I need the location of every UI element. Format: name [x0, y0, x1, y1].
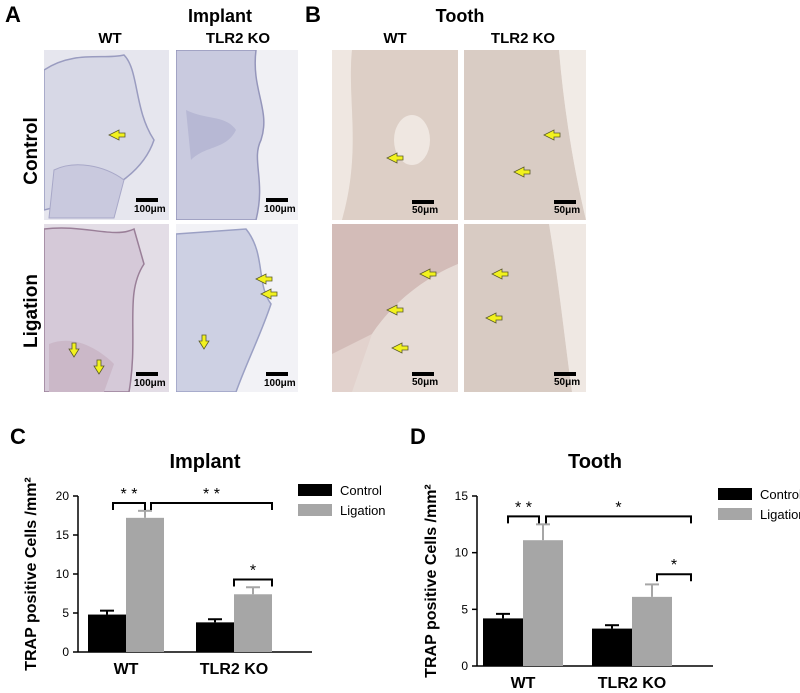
arrow-icon	[68, 342, 80, 358]
row-label-ligation: Ligation	[21, 274, 42, 348]
y-axis-label: TRAP positive Cells /mm²	[23, 477, 40, 671]
chart-title: Implant	[169, 451, 240, 473]
scale-label: 100μm	[134, 204, 166, 215]
significance-marker: * *	[121, 486, 138, 503]
scale-bar	[266, 372, 288, 376]
bar	[126, 517, 164, 652]
micrograph-implant-ko-control: 100μm	[176, 50, 298, 220]
panel-letter-b: B	[305, 2, 321, 27]
significance-bracket	[112, 502, 146, 511]
scale-label: 100μm	[264, 204, 296, 215]
x-tick-label: TLR2 KO	[200, 661, 268, 678]
row-label-control: Control	[21, 117, 42, 185]
y-tick-label: 10	[56, 567, 70, 581]
arrow-icon	[419, 268, 437, 280]
arrow-icon	[391, 342, 409, 354]
arrow-icon	[485, 312, 503, 324]
significance-bracket	[656, 573, 692, 582]
legend-swatch	[718, 508, 752, 520]
legend-swatch	[718, 488, 752, 500]
scale-bar	[136, 372, 158, 376]
bar	[632, 596, 672, 666]
scale-label: 100μm	[134, 378, 166, 389]
scale-bar	[554, 372, 576, 376]
legend-swatch	[298, 484, 332, 496]
significance-bracket	[507, 515, 540, 524]
panel-a-col-wt: WT	[98, 30, 122, 47]
arrow-icon	[108, 129, 126, 141]
bar	[234, 594, 272, 652]
panel-a-col-ko: TLR2 KO	[205, 30, 271, 47]
panel-b-col-ko: TLR2 KO	[490, 30, 556, 47]
micrograph-implant-wt-ligation: 100μm	[44, 224, 169, 392]
arrow-icon	[386, 304, 404, 316]
scale-bar	[554, 200, 576, 204]
micrograph-tooth-ko-control: 50μm	[464, 50, 586, 220]
significance-marker: *	[615, 499, 621, 516]
y-tick-label: 0	[461, 659, 468, 673]
panel-letter-a: A	[5, 2, 21, 27]
x-tick-label: TLR2 KO	[598, 675, 666, 692]
significance-marker: *	[250, 562, 256, 579]
y-tick-label: 20	[56, 489, 70, 503]
micrograph-implant-ko-ligation: 100μm	[176, 224, 298, 392]
legend-label: Ligation	[340, 503, 386, 518]
scale-label: 50μm	[554, 377, 581, 388]
legend-label: Control	[760, 487, 800, 502]
bar	[88, 614, 126, 652]
scale-label: 50μm	[554, 205, 581, 216]
significance-bracket	[233, 578, 273, 587]
x-tick-label: WT	[114, 661, 139, 678]
arrow-icon	[513, 166, 531, 178]
significance-marker: * *	[515, 499, 532, 516]
x-tick-label: WT	[511, 675, 536, 692]
micrograph-tooth-ko-ligation: 50μm	[464, 224, 586, 392]
micrograph-tooth-wt-ligation: 50μm	[332, 224, 458, 392]
legend-label: Control	[340, 483, 382, 498]
panel-letter: C	[10, 424, 26, 449]
chart-title: Tooth	[568, 451, 622, 473]
bar	[483, 618, 523, 666]
legend-label: Ligation	[760, 507, 800, 522]
significance-bracket	[150, 502, 273, 511]
arrow-icon	[198, 334, 210, 350]
scale-label: 50μm	[412, 205, 439, 216]
bar	[196, 622, 234, 652]
significance-marker: * *	[203, 486, 220, 503]
y-tick-label: 15	[56, 528, 70, 542]
arrow-icon	[260, 288, 278, 300]
significance-marker: *	[671, 557, 677, 574]
y-tick-label: 15	[455, 489, 469, 503]
arrow-icon	[93, 359, 105, 375]
panel-a-title: Implant	[187, 6, 252, 26]
scale-bar	[412, 200, 434, 204]
arrow-icon	[386, 152, 404, 164]
panel-b-title: Tooth	[435, 6, 485, 26]
bar	[523, 540, 563, 666]
scale-label: 50μm	[412, 377, 439, 388]
scale-bar	[136, 198, 158, 202]
arrow-icon	[491, 268, 509, 280]
y-tick-label: 0	[62, 645, 69, 659]
scale-label: 100μm	[264, 378, 296, 389]
y-tick-label: 10	[455, 546, 469, 560]
scale-bar	[266, 198, 288, 202]
scale-bar	[412, 372, 434, 376]
micrograph-implant-wt-control: 100μm	[44, 50, 169, 220]
y-tick-label: 5	[461, 602, 468, 616]
panel-letter: D	[410, 424, 426, 449]
y-tick-label: 5	[62, 606, 69, 620]
bar	[592, 628, 632, 666]
micrograph-tooth-wt-control: 50μm	[332, 50, 458, 220]
significance-bracket	[545, 515, 692, 524]
y-axis-label: TRAP positive Cells /mm²	[423, 484, 440, 678]
arrow-icon	[255, 273, 273, 285]
chart-tooth: D Tooth TRAP positive Cells /mm² 0 5 10 15 WT TL…	[410, 424, 800, 692]
panel-b-col-wt: WT	[383, 30, 407, 47]
legend-swatch	[298, 504, 332, 516]
arrow-icon	[543, 129, 561, 141]
chart-implant: C Implant TRAP positive Cells /mm² 0 5 10 15 20…	[10, 424, 386, 678]
